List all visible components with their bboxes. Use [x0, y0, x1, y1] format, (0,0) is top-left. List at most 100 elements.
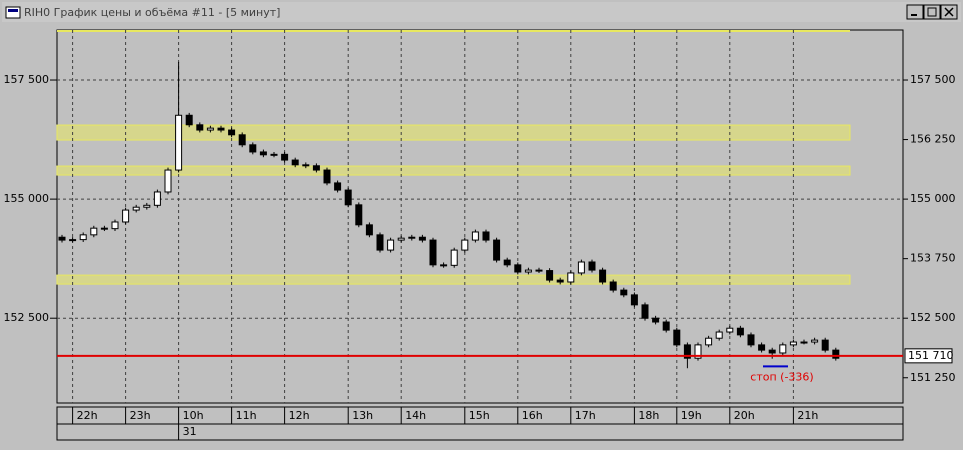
- candle-body: [832, 349, 840, 359]
- candle-body: [376, 234, 384, 251]
- candle-body: [408, 236, 416, 239]
- candle-body: [514, 264, 522, 273]
- candle-body: [429, 239, 437, 266]
- candle-body: [365, 224, 373, 236]
- x-tick-label: 11h: [236, 409, 257, 422]
- candle-body: [694, 344, 702, 359]
- plot-area: [56, 29, 904, 404]
- candle-body: [747, 334, 755, 346]
- candle-body: [652, 317, 660, 323]
- candle-body: [90, 227, 98, 236]
- y2-tick-label: 155 000: [910, 192, 956, 205]
- candle-body: [450, 249, 458, 266]
- candle-body: [503, 259, 511, 266]
- candle-body: [111, 221, 119, 230]
- app-icon-bar: [8, 9, 18, 12]
- candle-body: [344, 189, 352, 206]
- candle-body: [482, 231, 490, 241]
- candle-body: [524, 269, 532, 273]
- candle-body: [471, 231, 479, 241]
- candle-body: [800, 341, 808, 344]
- x-tick-label: 14h: [405, 409, 426, 422]
- level-band: [56, 165, 851, 176]
- candle-body: [779, 344, 787, 354]
- x-tick-label: 21h: [797, 409, 818, 422]
- y2-tick-label: 157 500: [910, 73, 956, 86]
- candle-body: [132, 206, 140, 211]
- candle-body: [461, 239, 469, 251]
- current-price-label: 151 710: [908, 349, 954, 362]
- candle-body: [662, 321, 670, 331]
- y2-tick-label: 152 500: [910, 311, 956, 324]
- y2-tick-label: 156 250: [910, 133, 956, 146]
- candle-body: [175, 114, 183, 171]
- date-label: 31: [183, 425, 197, 438]
- candle-body: [334, 182, 342, 191]
- level-band: [56, 274, 851, 285]
- close-button[interactable]: [940, 4, 958, 20]
- candle-body: [323, 169, 331, 184]
- level-band: [56, 124, 851, 141]
- x-tick-label: 19h: [681, 409, 702, 422]
- candle-body: [768, 349, 776, 354]
- candle-body: [609, 281, 617, 291]
- candle-body: [440, 264, 448, 267]
- candle-body: [312, 165, 320, 171]
- candle-body: [58, 236, 66, 241]
- candle-body: [228, 129, 236, 136]
- candle-body: [599, 269, 607, 283]
- candle-body: [418, 236, 426, 241]
- candle-body: [726, 327, 734, 333]
- title-bar: [2, 2, 961, 22]
- candle-body: [630, 294, 638, 306]
- candle-body: [683, 344, 691, 359]
- candle-body: [281, 153, 289, 161]
- candle-body: [535, 269, 543, 272]
- candle-body: [556, 279, 564, 283]
- candle-body: [259, 151, 267, 156]
- candle-body: [185, 114, 193, 126]
- candle-body: [577, 261, 585, 274]
- candle-body: [546, 270, 554, 281]
- candle-body: [588, 261, 596, 271]
- x-tick-label: 22h: [77, 409, 98, 422]
- candle-body: [387, 239, 395, 251]
- x-tick-label: 13h: [352, 409, 373, 422]
- candle-body: [567, 272, 575, 283]
- candle-body: [217, 127, 225, 131]
- candle-body: [238, 134, 246, 146]
- candle-body: [493, 239, 501, 261]
- y2-tick-label: 153 750: [910, 252, 956, 265]
- candle-body: [355, 204, 363, 226]
- current-price-box: [904, 348, 953, 364]
- candle-body: [122, 209, 130, 223]
- candle-body: [143, 204, 151, 208]
- candle-body: [196, 124, 204, 131]
- app-icon: [5, 6, 21, 19]
- candle-body: [641, 304, 649, 319]
- candle-body: [302, 164, 310, 167]
- candle-body: [715, 331, 723, 339]
- candle-body: [811, 339, 819, 343]
- maximize-button[interactable]: [923, 4, 941, 20]
- x-tick-label: 16h: [522, 409, 543, 422]
- candle-body: [249, 144, 257, 153]
- stop-annotation: стоп (-336): [750, 370, 813, 383]
- x-tick-label: 15h: [469, 409, 490, 422]
- candle-body: [69, 239, 77, 242]
- candle-body: [291, 159, 299, 166]
- candle-body: [397, 237, 405, 241]
- x-tick-label: 17h: [575, 409, 596, 422]
- x-tick-label: 20h: [734, 409, 755, 422]
- x-tick-label: 18h: [638, 409, 659, 422]
- candle-body: [789, 341, 797, 346]
- candle-body: [620, 289, 628, 296]
- candle-body: [164, 169, 172, 193]
- candle-body: [206, 127, 214, 131]
- y-tick-label: 157 500: [4, 73, 50, 86]
- minimize-button[interactable]: [906, 4, 924, 20]
- candle-body: [673, 329, 681, 346]
- x-tick-label: 12h: [289, 409, 310, 422]
- x-tick-label: 23h: [130, 409, 151, 422]
